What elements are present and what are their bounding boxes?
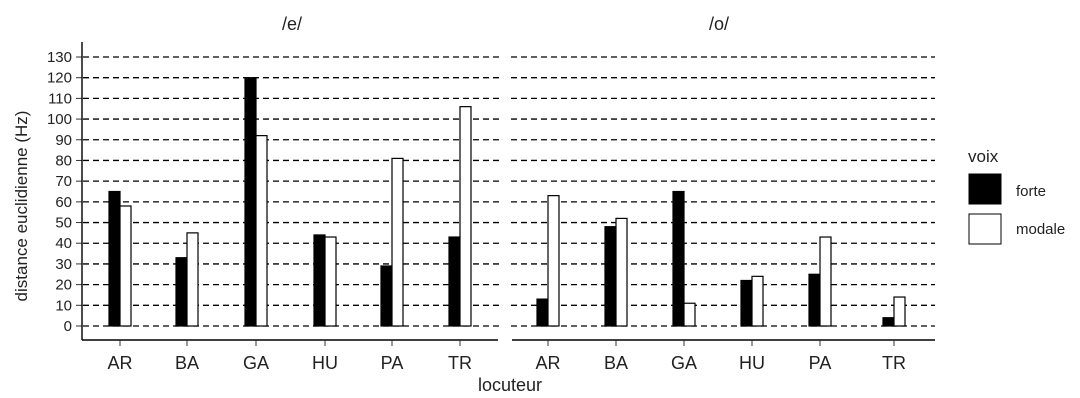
y-tick-label: 110 bbox=[48, 90, 72, 107]
bar-forte-GA bbox=[672, 190, 685, 327]
legend-label-modale: modale bbox=[1016, 221, 1065, 238]
bar-modale-AR bbox=[547, 195, 560, 327]
bar-modale-TR bbox=[893, 296, 906, 327]
bar-forte-BA bbox=[604, 226, 617, 327]
grid-lines bbox=[83, 56, 935, 327]
y-tick-label: 70 bbox=[55, 173, 72, 190]
x-tick-label: AR bbox=[535, 353, 560, 373]
bar-forte-TR bbox=[448, 236, 461, 327]
bar-modale-GA bbox=[255, 135, 268, 327]
x-tick-label: GA bbox=[671, 353, 697, 373]
bar-modale-AR bbox=[119, 205, 132, 327]
x-tick-label: BA bbox=[175, 353, 199, 373]
bar-modale-HU bbox=[324, 236, 337, 327]
bar-forte-PA bbox=[808, 273, 821, 327]
bar-modale-GA bbox=[683, 302, 696, 327]
bar-forte-HU bbox=[313, 234, 326, 327]
legend-swatch-forte bbox=[968, 173, 1002, 205]
y-tick-label: 60 bbox=[55, 194, 72, 211]
x-tick-label: PA bbox=[809, 353, 832, 373]
x-tick-label: TR bbox=[448, 353, 472, 373]
bar-forte-TR bbox=[882, 317, 895, 327]
bar-modale-TR bbox=[459, 106, 472, 327]
y-tick-label: 30 bbox=[55, 256, 72, 273]
bar-modale-PA bbox=[819, 236, 832, 327]
bar-modale-BA bbox=[186, 232, 199, 327]
x-tick-label: PA bbox=[381, 353, 404, 373]
panel-title-e: /e/ bbox=[282, 14, 302, 34]
y-tick-label: 80 bbox=[55, 152, 72, 169]
bar-modale-BA bbox=[615, 217, 628, 327]
bar-forte-PA bbox=[380, 265, 393, 327]
bar-forte-AR bbox=[108, 190, 121, 327]
y-tick-label: 120 bbox=[47, 70, 72, 87]
x-tick-label: HU bbox=[312, 353, 338, 373]
y-tick-label: 0 bbox=[64, 318, 72, 335]
legend-swatch-modale bbox=[968, 213, 1002, 245]
bar-forte-AR bbox=[536, 298, 549, 327]
x-tick-label: AR bbox=[107, 353, 132, 373]
bar-forte-GA bbox=[244, 77, 257, 327]
axes: 0 10 20 30 40 50 60 70 80 90 100 110 120 130 AR BA GA HU P… bbox=[47, 42, 935, 373]
y-tick-label: 20 bbox=[55, 277, 72, 294]
bars bbox=[108, 77, 906, 327]
legend-title: voix bbox=[968, 147, 999, 166]
y-tick-label: 40 bbox=[55, 235, 72, 252]
bar-forte-HU bbox=[740, 279, 753, 327]
legend: voix forte modale bbox=[968, 147, 1065, 245]
x-tick-label: HU bbox=[739, 353, 765, 373]
x-tick-label: TR bbox=[882, 353, 906, 373]
bar-modale-PA bbox=[391, 157, 404, 327]
y-tick-label: 90 bbox=[55, 132, 72, 149]
panel-title-o: /o/ bbox=[709, 14, 729, 34]
x-tick-label: GA bbox=[243, 353, 269, 373]
legend-label-forte: forte bbox=[1016, 183, 1046, 200]
bar-forte-BA bbox=[175, 257, 188, 327]
y-axis-label: distance euclidienne (Hz) bbox=[12, 111, 31, 302]
x-tick-label: BA bbox=[604, 353, 628, 373]
y-tick-label: 130 bbox=[47, 49, 72, 66]
y-tick-label: 50 bbox=[55, 215, 72, 232]
bar-modale-HU bbox=[751, 275, 764, 327]
x-axis-label: locuteur bbox=[478, 375, 542, 395]
y-tick-label: 10 bbox=[55, 297, 72, 314]
y-tick-label: 100 bbox=[47, 111, 72, 128]
